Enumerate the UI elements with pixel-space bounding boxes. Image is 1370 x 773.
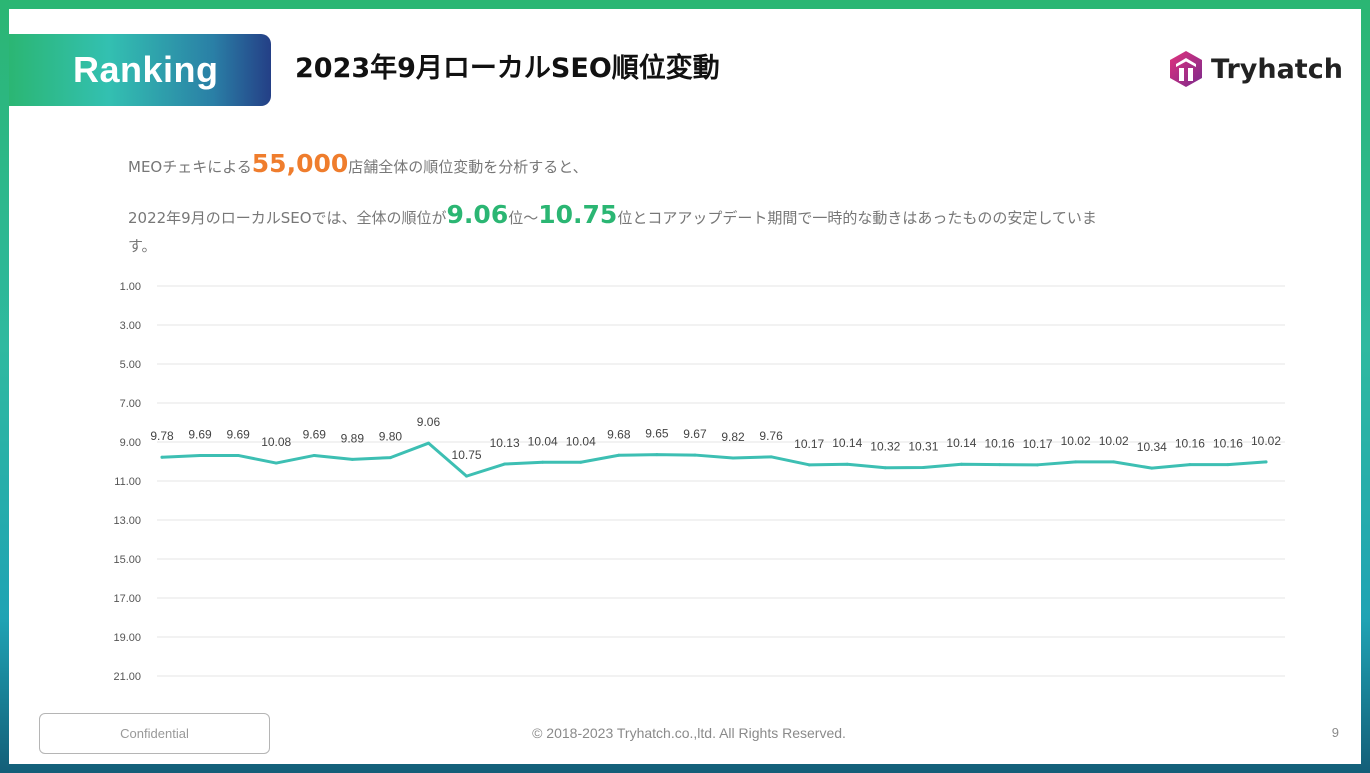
data-point [350, 457, 354, 461]
data-point [655, 453, 659, 457]
data-label: 9.78 [150, 429, 174, 443]
data-point [998, 463, 1002, 467]
brand-logo: Tryhatch [1169, 49, 1343, 89]
data-point [312, 453, 316, 457]
section-tab-label: Ranking [73, 49, 219, 90]
data-point [579, 460, 583, 464]
data-point [769, 455, 773, 459]
y-tick-label: 7.00 [120, 398, 141, 410]
summary-line-2-prefix: 2022年9月のローカルSEOでは、全体の順位が [128, 208, 447, 227]
slide: Ranking 2023年9月ローカルSEO順位変動 Tryhatch MEOチ… [9, 9, 1361, 764]
data-label: 10.04 [566, 434, 596, 448]
data-point [274, 461, 278, 465]
section-tab: Ranking [9, 34, 271, 106]
data-point [198, 453, 202, 457]
data-point [693, 453, 697, 457]
summary-rank-separator: 位～ [508, 208, 539, 227]
data-label: 10.02 [1099, 434, 1129, 448]
page-number: 9 [1331, 725, 1339, 740]
data-label: 9.69 [188, 427, 212, 441]
summary-line-3: す。 [128, 236, 157, 255]
summary-line-1-suffix: 店舗全体の順位変動を分析すると、 [348, 158, 588, 176]
data-label: 10.08 [261, 435, 291, 449]
data-label: 10.34 [1137, 440, 1167, 454]
rank-max-highlight: 10.75 [538, 199, 618, 229]
summary-text: MEOチェキによる55,000店舗全体の順位変動を分析すると、 2022年9月の… [128, 147, 1188, 256]
data-point [1150, 466, 1154, 470]
y-tick-label: 15.00 [113, 554, 141, 566]
data-label: 9.67 [683, 427, 707, 441]
store-count-highlight: 55,000 [251, 149, 349, 178]
ranking-line-chart: 1.00 3.00 5.00 7.00 9.00 11.00 13.00 15.00 17.00… [113, 281, 1285, 683]
data-point [1112, 460, 1116, 464]
y-tick-label: 13.00 [113, 515, 141, 527]
data-point [807, 463, 811, 467]
y-tick-label: 21.00 [113, 671, 141, 683]
data-point [160, 455, 164, 459]
data-point [883, 466, 887, 470]
data-label: 10.02 [1061, 434, 1091, 448]
series-line [160, 441, 1268, 478]
data-point [465, 474, 469, 478]
y-tick-label: 11.00 [114, 476, 141, 488]
data-label: 9.69 [303, 427, 327, 441]
data-point [1264, 460, 1268, 464]
data-label: 10.32 [870, 440, 900, 454]
y-tick-label: 17.00 [113, 593, 141, 605]
rank-min-highlight: 9.06 [446, 199, 509, 229]
data-label: 10.02 [1251, 434, 1281, 448]
data-point [541, 460, 545, 464]
data-point [1074, 460, 1078, 464]
summary-line-1: MEOチェキによる55,000店舗全体の順位変動を分析すると、 [128, 147, 1188, 181]
brand-logo-text: Tryhatch [1211, 53, 1343, 85]
data-point [617, 453, 621, 457]
data-point [426, 441, 430, 445]
summary-line-2-suffix: 位とコアアップデート期間で一時的な動きはあったものの安定していま [617, 208, 1097, 227]
data-label: 9.06 [417, 415, 441, 429]
data-label: 9.68 [607, 427, 631, 441]
data-label: 10.16 [1213, 437, 1243, 451]
y-tick-label: 5.00 [120, 359, 141, 371]
data-point [921, 466, 925, 470]
data-label: 10.16 [1175, 437, 1205, 451]
copyright-text: © 2018-2023 Tryhatch.co.,ltd. All Rights… [532, 725, 846, 741]
data-label: 9.82 [721, 430, 745, 444]
data-point [1188, 463, 1192, 467]
page-title: 2023年9月ローカルSEO順位変動 [295, 53, 720, 84]
data-point [388, 456, 392, 460]
data-label: 10.14 [832, 436, 862, 450]
data-label: 10.17 [1023, 437, 1053, 451]
y-tick-label: 9.00 [120, 437, 141, 449]
data-point [236, 453, 240, 457]
data-point [845, 462, 849, 466]
data-label: 9.65 [645, 427, 669, 441]
confidential-label: Confidential [120, 726, 189, 741]
data-point [503, 462, 507, 466]
data-label: 10.04 [528, 434, 558, 448]
data-label: 10.31 [908, 440, 938, 454]
data-label: 9.76 [759, 429, 783, 443]
summary-line-1-prefix: MEOチェキによる [128, 158, 252, 176]
data-point [1036, 463, 1040, 467]
y-tick-label: 3.00 [120, 320, 141, 332]
data-point [731, 456, 735, 460]
y-tick-label: 19.00 [113, 632, 141, 644]
data-label: 9.80 [379, 430, 403, 444]
data-label: 10.17 [794, 437, 824, 451]
data-label: 10.13 [490, 436, 520, 450]
data-label: 10.75 [452, 448, 482, 462]
data-point [1226, 463, 1230, 467]
tryhatch-logo-icon [1170, 51, 1202, 87]
data-label: 9.69 [226, 427, 250, 441]
confidential-badge: Confidential [39, 713, 270, 754]
data-point [959, 462, 963, 466]
data-label: 10.16 [985, 437, 1015, 451]
summary-line-2: 2022年9月のローカルSEOでは、全体の順位が9.06位～10.75位とコアア… [128, 197, 1188, 236]
data-label: 9.89 [341, 431, 365, 445]
y-tick-label: 1.00 [120, 281, 141, 293]
data-label: 10.14 [946, 436, 976, 450]
